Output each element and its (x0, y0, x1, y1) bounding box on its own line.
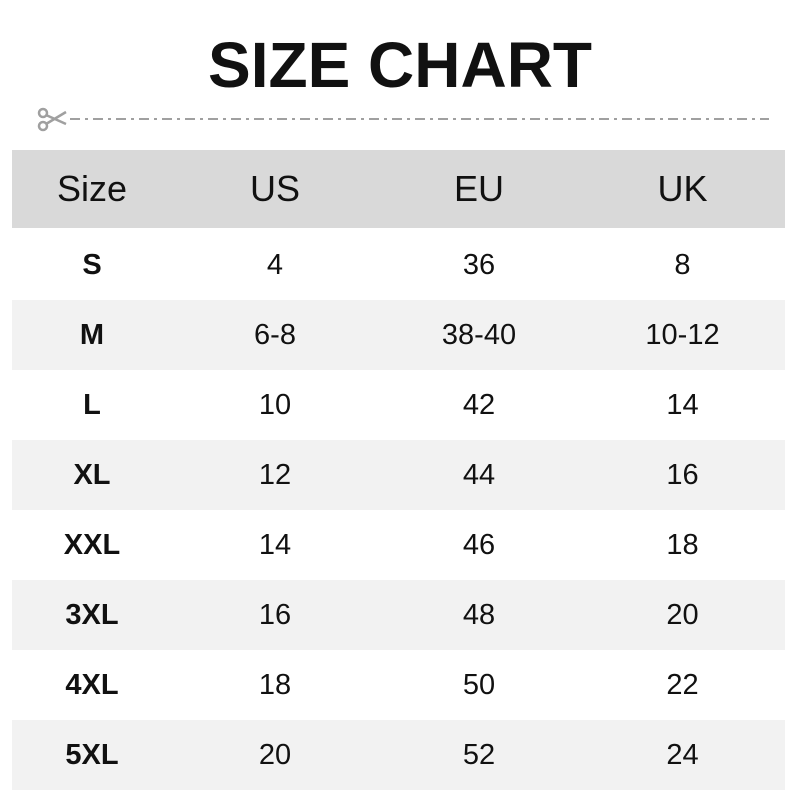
page-title: SIZE CHART (208, 29, 592, 101)
cell-eu: 52 (462, 738, 496, 771)
cell-size: 4XL (65, 668, 119, 701)
cell-us: 14 (258, 528, 292, 561)
header-size: Size (56, 168, 128, 209)
cell-eu: 42 (462, 388, 496, 421)
table-row: S 4 36 8 (12, 230, 785, 300)
size-table: Size US EU UK S 4 36 8 M 6-8 38-40 10-12 L 10 42 14… (12, 150, 785, 790)
cell-eu: 38-40 (441, 318, 517, 351)
table-row: M 6-8 38-40 10-12 (12, 300, 785, 370)
cell-uk: 8 (674, 248, 691, 281)
cell-size: S (82, 248, 102, 281)
header-us: US (249, 168, 300, 209)
cell-us: 12 (258, 458, 292, 491)
cell-uk: 24 (666, 738, 699, 771)
cell-us: 6-8 (254, 318, 296, 351)
scissors-icon (37, 107, 67, 132)
header-eu: EU (453, 168, 504, 209)
cell-us: 4 (266, 248, 284, 281)
cell-uk: 20 (666, 598, 699, 631)
cut-line (37, 107, 769, 132)
cell-uk: 18 (666, 528, 699, 561)
cell-size: XL (73, 458, 111, 491)
table-row: XXL 14 46 18 (12, 510, 785, 580)
table-row: 3XL 16 48 20 (12, 580, 785, 650)
header-uk: UK (657, 168, 708, 209)
cell-size: L (83, 388, 101, 421)
cell-size: 3XL (65, 598, 119, 631)
cell-eu: 50 (462, 668, 496, 701)
cell-eu: 48 (462, 598, 496, 631)
cell-uk: 22 (666, 668, 699, 701)
cell-us: 16 (258, 598, 292, 631)
table-row: 5XL 20 52 24 (12, 720, 785, 790)
cell-us: 18 (258, 668, 292, 701)
table-row: XL 12 44 16 (12, 440, 785, 510)
table-row: L 10 42 14 (12, 370, 785, 440)
cell-size: 5XL (65, 738, 119, 771)
cell-eu: 36 (462, 248, 496, 281)
cell-uk: 16 (666, 458, 699, 491)
table-row: 4XL 18 50 22 (12, 650, 785, 720)
table-header: Size US EU UK (12, 150, 785, 228)
cell-us: 20 (258, 738, 292, 771)
cell-size: XXL (63, 528, 121, 561)
cell-uk: 14 (666, 388, 699, 421)
cell-uk: 10-12 (645, 318, 720, 351)
cell-eu: 46 (462, 528, 496, 561)
cell-us: 10 (258, 388, 292, 421)
cell-size: M (79, 318, 105, 351)
cell-eu: 44 (462, 458, 496, 491)
